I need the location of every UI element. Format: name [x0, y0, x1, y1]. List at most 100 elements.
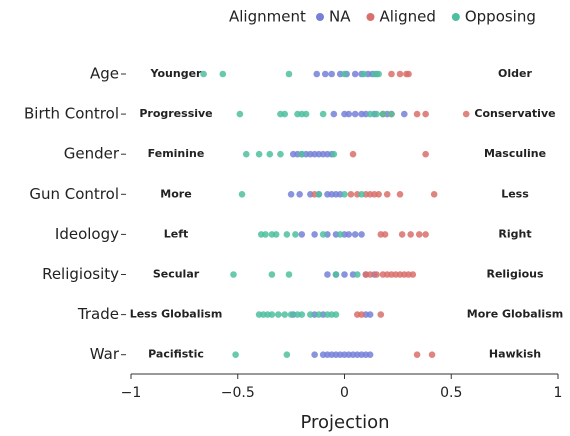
point — [200, 70, 207, 78]
point — [388, 110, 395, 118]
point — [430, 191, 438, 198]
point — [242, 150, 250, 158]
point — [377, 311, 385, 318]
legend-label: Aligned — [379, 8, 435, 26]
point — [358, 311, 365, 318]
point — [287, 311, 295, 318]
legend-label: NA — [329, 8, 351, 26]
x-axis-label: Projection — [300, 412, 389, 433]
legend-title: Alignment — [229, 8, 306, 26]
point — [366, 271, 374, 278]
point — [266, 150, 274, 158]
left-pole-label: Younger — [150, 67, 203, 80]
right-pole-label: Masculine — [484, 147, 546, 160]
point — [230, 271, 237, 278]
x-tick-label: 1 — [554, 385, 563, 401]
point — [330, 150, 338, 158]
point — [324, 271, 331, 278]
point — [345, 231, 353, 238]
point — [398, 231, 406, 238]
point — [292, 231, 299, 238]
y-tick-label: Age — [90, 65, 119, 83]
point — [400, 110, 408, 118]
point — [341, 271, 348, 278]
point — [238, 191, 246, 198]
point — [413, 110, 421, 118]
point — [413, 351, 421, 359]
left-pole-label: Pacifistic — [148, 348, 204, 361]
right-pole-label: More Globalism — [467, 308, 563, 321]
point — [358, 191, 365, 198]
right-pole-label: Less — [501, 187, 529, 200]
y-tick-label: Trade — [77, 305, 119, 323]
point — [283, 351, 291, 359]
point — [232, 351, 239, 359]
point — [321, 70, 329, 78]
point — [319, 231, 327, 238]
point — [236, 110, 244, 118]
legend-marker — [316, 13, 324, 21]
point — [373, 271, 380, 278]
x-tick-label: 0 — [340, 385, 349, 401]
point — [298, 231, 306, 238]
point — [360, 70, 368, 78]
point — [428, 351, 436, 359]
y-tick-label: Religiosity — [42, 265, 119, 283]
point — [285, 271, 293, 278]
y-tick-label: War — [90, 345, 120, 363]
point — [379, 110, 387, 118]
point — [285, 70, 293, 78]
point — [319, 110, 327, 118]
point — [422, 231, 429, 238]
point — [281, 311, 289, 318]
y-tick-label: Gender — [64, 145, 120, 163]
point — [383, 191, 391, 198]
point — [330, 110, 338, 118]
point — [366, 311, 374, 318]
point — [415, 231, 423, 238]
point — [422, 150, 429, 158]
point — [351, 110, 359, 118]
left-pole-label: Secular — [153, 268, 200, 281]
point — [315, 311, 323, 318]
point — [262, 231, 269, 238]
point — [462, 110, 470, 118]
x-tick-label: −0.5 — [221, 385, 255, 401]
point — [341, 70, 348, 78]
x-tick-label: 0.5 — [440, 385, 462, 401]
legend-marker — [451, 13, 460, 21]
left-pole-label: Feminine — [148, 147, 205, 160]
point — [407, 231, 414, 238]
point — [283, 231, 291, 238]
point — [281, 110, 289, 118]
point — [315, 191, 323, 198]
legend-label: Opposing — [465, 8, 536, 26]
point — [354, 271, 361, 278]
left-pole-label: Less Globalism — [130, 308, 223, 321]
point — [347, 191, 355, 198]
legend-marker — [366, 13, 375, 21]
point — [409, 271, 417, 278]
right-pole-label: Hawkish — [489, 348, 541, 361]
point — [358, 231, 365, 238]
point — [277, 150, 284, 158]
point — [381, 231, 389, 238]
point — [351, 70, 359, 78]
point — [351, 231, 359, 238]
left-pole-label: Progressive — [139, 107, 212, 120]
point — [328, 70, 335, 78]
point — [332, 311, 340, 318]
point — [373, 110, 380, 118]
point — [275, 311, 282, 318]
point — [349, 150, 357, 158]
point — [336, 231, 344, 238]
right-pole-label: Right — [498, 227, 531, 240]
point — [396, 70, 404, 78]
point — [268, 271, 276, 278]
point — [422, 110, 429, 118]
point — [302, 110, 310, 118]
point — [366, 351, 374, 359]
point — [388, 70, 395, 78]
right-pole-label: Older — [498, 67, 532, 80]
point — [296, 191, 303, 198]
